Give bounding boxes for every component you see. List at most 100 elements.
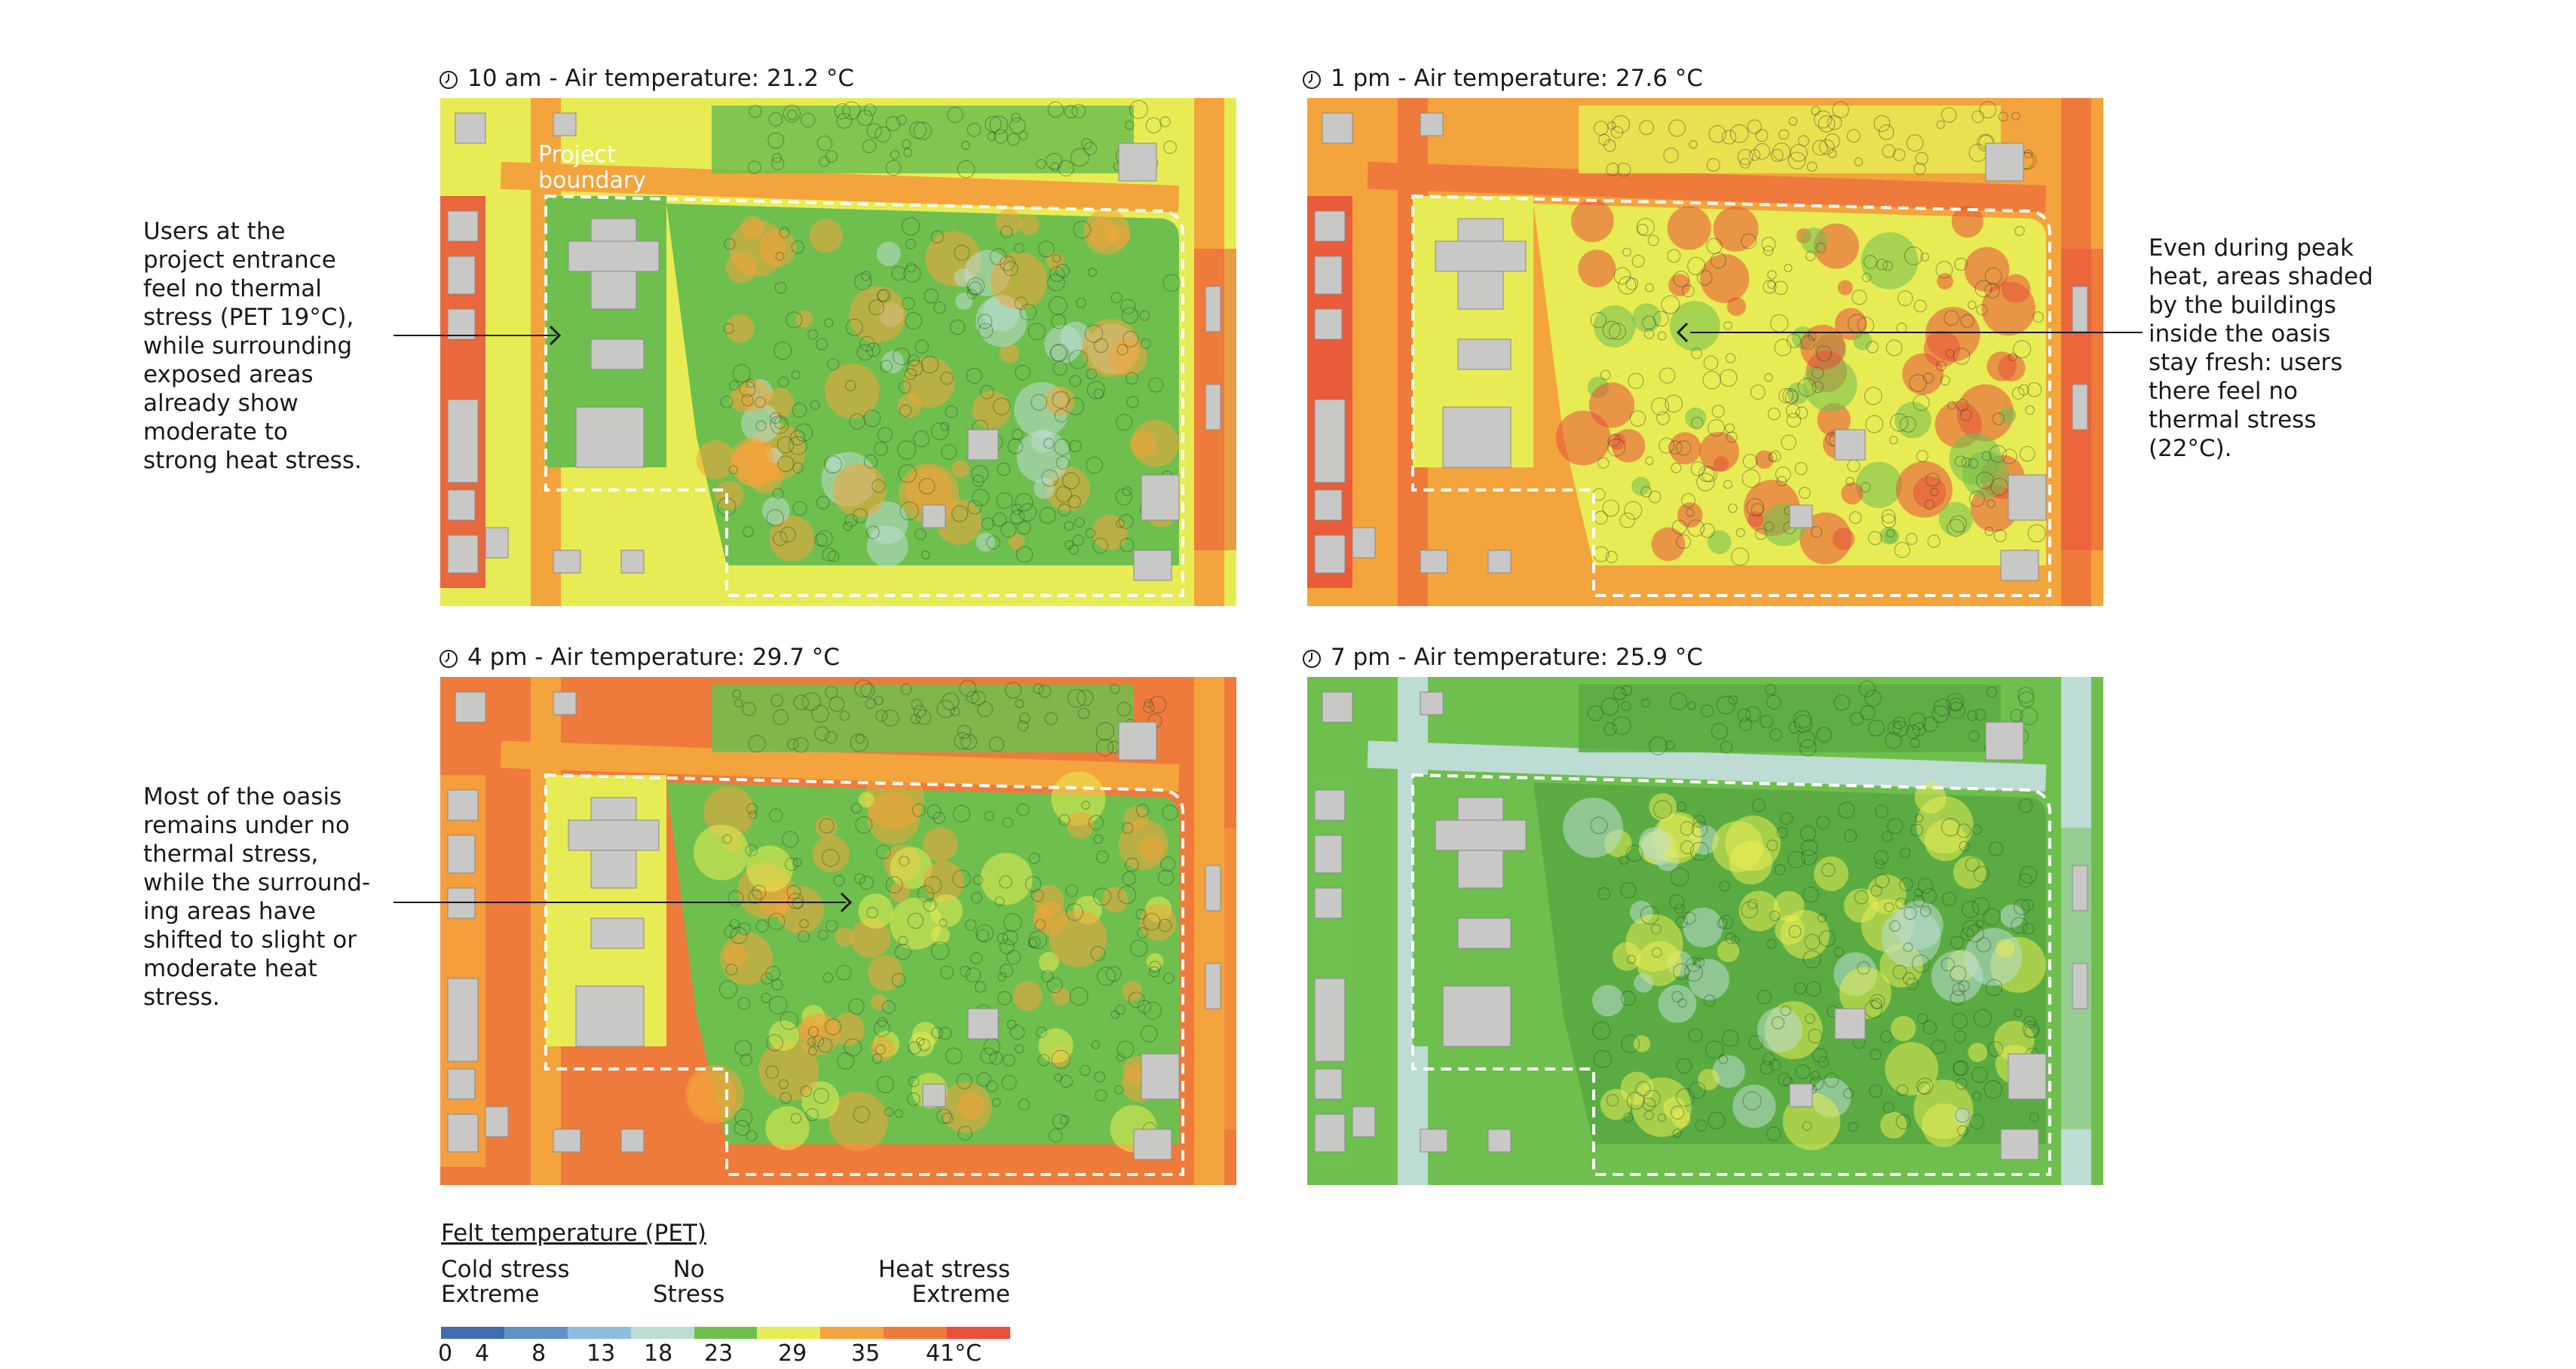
tree-canopy (1603, 139, 1616, 152)
thermal-patch (1083, 209, 1130, 256)
tree-canopy (2008, 352, 2017, 362)
tree-canopy (1979, 101, 1997, 118)
thermal-patch (1683, 907, 1723, 948)
building (1314, 534, 1346, 574)
tree-canopy (1750, 384, 1766, 400)
tree-canopy (1097, 966, 1116, 986)
tree-canopy (1719, 914, 1733, 930)
tree-canopy (1958, 980, 1970, 992)
tree-canopy (894, 1109, 903, 1118)
thermal-patch (1953, 856, 1986, 890)
tree-canopy (746, 1130, 758, 1142)
thermal-patch (1832, 528, 1855, 550)
tree-canopy (1122, 486, 1132, 496)
tree-canopy (1871, 997, 1882, 1009)
tree-canopy (1899, 877, 1913, 892)
tree-canopy (1803, 887, 1819, 903)
thermal-patch (725, 252, 757, 283)
tree-canopy (1691, 821, 1708, 838)
tree-canopy (1072, 534, 1084, 547)
tree-canopy (1868, 531, 1882, 546)
tree-canopy (1062, 472, 1080, 490)
thermal-patch (955, 292, 973, 311)
building (1314, 489, 1343, 521)
tree-canopy (1621, 1034, 1640, 1053)
tree-canopy (1015, 493, 1034, 512)
tree-canopy (787, 893, 804, 909)
tree-canopy (798, 930, 810, 943)
tree-canopy (1895, 1114, 1911, 1129)
thermal-patch (1962, 451, 2009, 498)
tree-canopy (1797, 378, 1817, 397)
building (553, 691, 577, 715)
tree-canopy (1729, 124, 1749, 143)
tree-canopy (816, 135, 833, 152)
tree-canopy (1900, 847, 1911, 859)
legend-swatch (567, 1327, 631, 1339)
tree-canopy (1705, 1040, 1724, 1059)
thermal-map-10am: Project boundary (440, 98, 1236, 606)
tree-canopy (1018, 1098, 1031, 1110)
thermal-patch (911, 1021, 939, 1049)
tree-canopy (882, 1000, 896, 1015)
tree-canopy (1708, 419, 1726, 436)
tree-canopy (1811, 366, 1824, 379)
tree-canopy (1875, 804, 1888, 819)
tree-canopy (1838, 801, 1855, 819)
building (1314, 835, 1343, 874)
building (1314, 399, 1346, 483)
thermal-patch (1632, 303, 1662, 332)
clock-icon (439, 69, 458, 89)
tree-canopy (1645, 456, 1654, 465)
tree-canopy (1961, 457, 1971, 468)
tree-canopy (957, 1126, 973, 1141)
thermal-patch (725, 314, 755, 343)
tree-canopy (774, 281, 787, 294)
tree-canopy (1054, 409, 1069, 423)
tree-canopy (1769, 450, 1781, 463)
tree-canopy (1985, 979, 2003, 997)
tree-canopy (1158, 869, 1175, 886)
tree-canopy (1903, 942, 1913, 952)
tree-canopy (954, 732, 972, 750)
building (485, 527, 509, 559)
tree-canopy (1676, 534, 1691, 550)
tree-canopy (1038, 684, 1052, 698)
tree-canopy (741, 394, 754, 406)
tree-canopy (909, 121, 927, 139)
tree-canopy (1663, 147, 1679, 164)
tree-canopy (811, 705, 829, 723)
tree-canopy (1786, 412, 1802, 427)
tree-canopy (734, 1109, 753, 1127)
tree-canopy (1972, 896, 1990, 915)
tree-canopy (1780, 1005, 1791, 1016)
tree-canopy (1058, 160, 1074, 177)
tree-canopy (1943, 310, 1959, 326)
tree-canopy (2010, 709, 2023, 722)
building (590, 917, 645, 949)
tree-canopy (927, 804, 942, 819)
thermal-patch (858, 792, 874, 808)
tree-canopy (772, 709, 789, 725)
building (447, 789, 479, 821)
thermal-patch (1625, 914, 1683, 972)
tree-canopy (917, 885, 934, 902)
building (455, 691, 486, 723)
tree-canopy (1086, 456, 1104, 474)
tree-canopy (868, 299, 884, 316)
thermal-patch (2000, 904, 2024, 928)
tree-canopy (866, 342, 881, 357)
building (447, 835, 476, 874)
tree-canopy (792, 858, 802, 867)
tree-canopy (976, 1072, 991, 1087)
tree-canopy (1067, 495, 1082, 509)
tree-canopy (1028, 930, 1047, 949)
panel-title-4pm: 4 pm - Air temperature: 29.7 °C (439, 644, 840, 671)
tree-canopy (1867, 719, 1885, 737)
tree-canopy (899, 501, 919, 521)
tree-canopy (1976, 937, 1992, 953)
tree-canopy (2011, 387, 2025, 400)
tree-canopy (1671, 1105, 1685, 1119)
street (1367, 740, 2047, 792)
tree-canopy (1689, 1082, 1706, 1099)
